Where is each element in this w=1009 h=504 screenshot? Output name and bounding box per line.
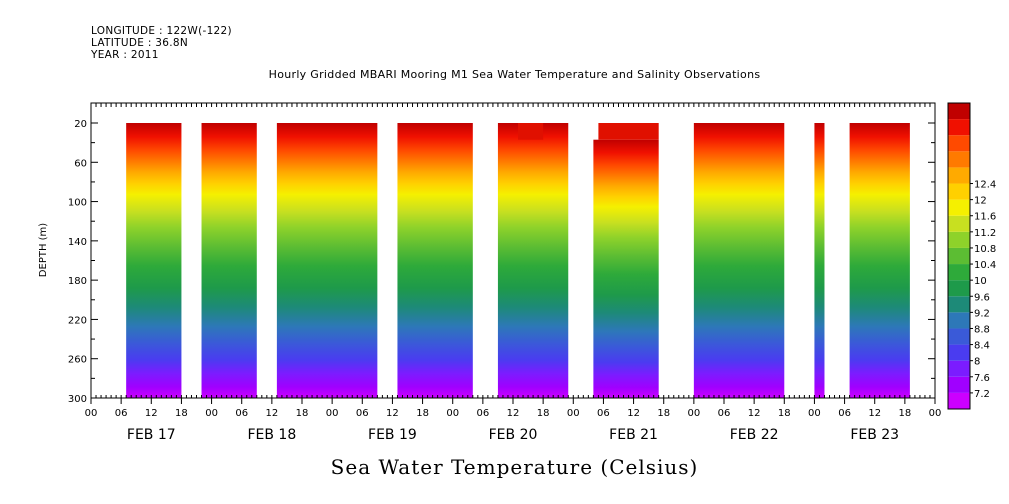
colorbar-band xyxy=(948,135,970,152)
plot-area xyxy=(126,123,910,399)
x-tick-label: 06 xyxy=(235,408,248,419)
y-tick-label: 140 xyxy=(68,237,87,248)
colorbar-band xyxy=(948,312,970,329)
colorbar-band xyxy=(948,119,970,136)
data-segment xyxy=(693,123,785,398)
colorbar-band xyxy=(948,183,970,200)
colorbar-band xyxy=(948,280,970,297)
x-day-label: FEB 19 xyxy=(368,427,417,443)
y-tick-label: 300 xyxy=(68,394,87,405)
x-tick-label: 00 xyxy=(85,408,98,419)
x-tick-label: 06 xyxy=(356,408,369,419)
colorbar-band xyxy=(948,360,970,377)
x-tick-label: 18 xyxy=(657,408,670,419)
latitude-label: LATITUDE : 36.8N xyxy=(91,37,189,49)
x-tick-label: 12 xyxy=(748,408,761,419)
colorbar-band xyxy=(948,328,970,345)
x-tick-label: 06 xyxy=(476,408,489,419)
x-tick-label: 00 xyxy=(808,408,821,419)
x-tick-label: 00 xyxy=(446,408,459,419)
data-segment xyxy=(593,139,659,399)
x-axis-label: Sea Water Temperature (Celsius) xyxy=(330,455,699,479)
data-segment-notch xyxy=(598,123,659,140)
y-tick-label: 260 xyxy=(68,355,87,366)
x-tick-label: 00 xyxy=(326,408,339,419)
colorbar-label: 7.6 xyxy=(974,373,990,384)
x-day-label: FEB 22 xyxy=(730,427,779,443)
colorbar-label: 11.2 xyxy=(974,228,996,239)
colorbar-band xyxy=(948,167,970,184)
data-segment xyxy=(126,123,182,398)
x-tick-label: 12 xyxy=(145,408,158,419)
x-tick-label: 00 xyxy=(205,408,218,419)
x-tick-label: 18 xyxy=(296,408,309,419)
x-tick-label: 18 xyxy=(416,408,429,419)
colorbar-label: 8.8 xyxy=(974,324,990,335)
x-day-label: FEB 17 xyxy=(127,427,176,443)
colorbar-band xyxy=(948,103,970,120)
x-tick-label: 00 xyxy=(567,408,580,419)
y-tick-label: 20 xyxy=(74,119,87,130)
colorbar-band xyxy=(948,231,970,248)
colorbar-label: 8 xyxy=(974,357,980,368)
x-tick-label: 12 xyxy=(627,408,640,419)
colorbar-label: 10 xyxy=(974,276,987,287)
x-day-label: FEB 23 xyxy=(850,427,899,443)
colorbar-band xyxy=(948,151,970,168)
y-tick-label: 100 xyxy=(68,198,87,209)
x-tick-label: 18 xyxy=(778,408,791,419)
y-axis-label: DEPTH (m) xyxy=(38,223,49,277)
x-tick-label: 06 xyxy=(115,408,128,419)
year-label: YEAR : 2011 xyxy=(91,49,159,61)
x-tick-label: 06 xyxy=(597,408,610,419)
axes: 20 60 100 140 180 220 260 300 DEPTH (m) 00 06 12 18 0… xyxy=(38,102,942,443)
data-segment xyxy=(814,123,825,398)
y-tick-label: 220 xyxy=(68,315,87,326)
colorbar-band xyxy=(948,247,970,265)
colorbar-label: 10.4 xyxy=(974,260,996,271)
colorbar-label: 9.2 xyxy=(974,308,990,319)
colorbar-band xyxy=(948,392,970,409)
colorbar-label: 12 xyxy=(974,196,987,207)
colorbar-band xyxy=(948,376,970,393)
chart-title: Hourly Gridded MBARI Mooring M1 Sea Wate… xyxy=(268,68,761,81)
colorbar-label: 9.6 xyxy=(974,292,990,303)
data-segment xyxy=(276,123,378,398)
colorbar-frame xyxy=(947,102,971,410)
colorbar-label: 8.4 xyxy=(974,341,990,352)
y-tick-label: 180 xyxy=(68,276,87,287)
data-segment-notch xyxy=(518,123,544,140)
x-tick-label: 06 xyxy=(838,408,851,419)
colorbar-label: 7.2 xyxy=(974,389,990,400)
x-tick-label: 18 xyxy=(898,408,911,419)
x-tick-label: 12 xyxy=(507,408,520,419)
y-tick-label: 60 xyxy=(74,158,87,169)
x-tick-label: 00 xyxy=(687,408,700,419)
x-day-label: FEB 21 xyxy=(609,427,658,443)
x-tick-label: 12 xyxy=(868,408,881,419)
colorbar-band xyxy=(948,264,970,281)
data-segment xyxy=(397,123,473,398)
longitude-label: LONGITUDE : 122W(-122) xyxy=(91,25,232,37)
x-tick-label: 06 xyxy=(718,408,731,419)
x-tick-label: 12 xyxy=(386,408,399,419)
data-segment xyxy=(201,123,257,398)
colorbar-band xyxy=(948,215,970,232)
x-tick-label: 18 xyxy=(175,408,188,419)
colorbar-band xyxy=(948,199,970,216)
data-segment xyxy=(849,123,910,398)
x-day-label: FEB 18 xyxy=(247,427,296,443)
colorbar-label: 11.6 xyxy=(974,212,996,223)
x-tick-label: 18 xyxy=(537,408,550,419)
x-tick-label: 00 xyxy=(929,408,942,419)
x-tick-label: 12 xyxy=(265,408,278,419)
colorbar-band xyxy=(948,344,970,361)
colorbar: 7.2 7.6 8 8.4 8.8 9.2 9.6 10 10.4 10.8 11.2 11.6 12 1… xyxy=(947,102,996,410)
colorbar-band xyxy=(948,296,970,313)
colorbar-label: 12.4 xyxy=(974,180,996,191)
data-segment xyxy=(497,123,569,398)
colorbar-label: 10.8 xyxy=(974,244,996,255)
x-day-label: FEB 20 xyxy=(489,427,538,443)
